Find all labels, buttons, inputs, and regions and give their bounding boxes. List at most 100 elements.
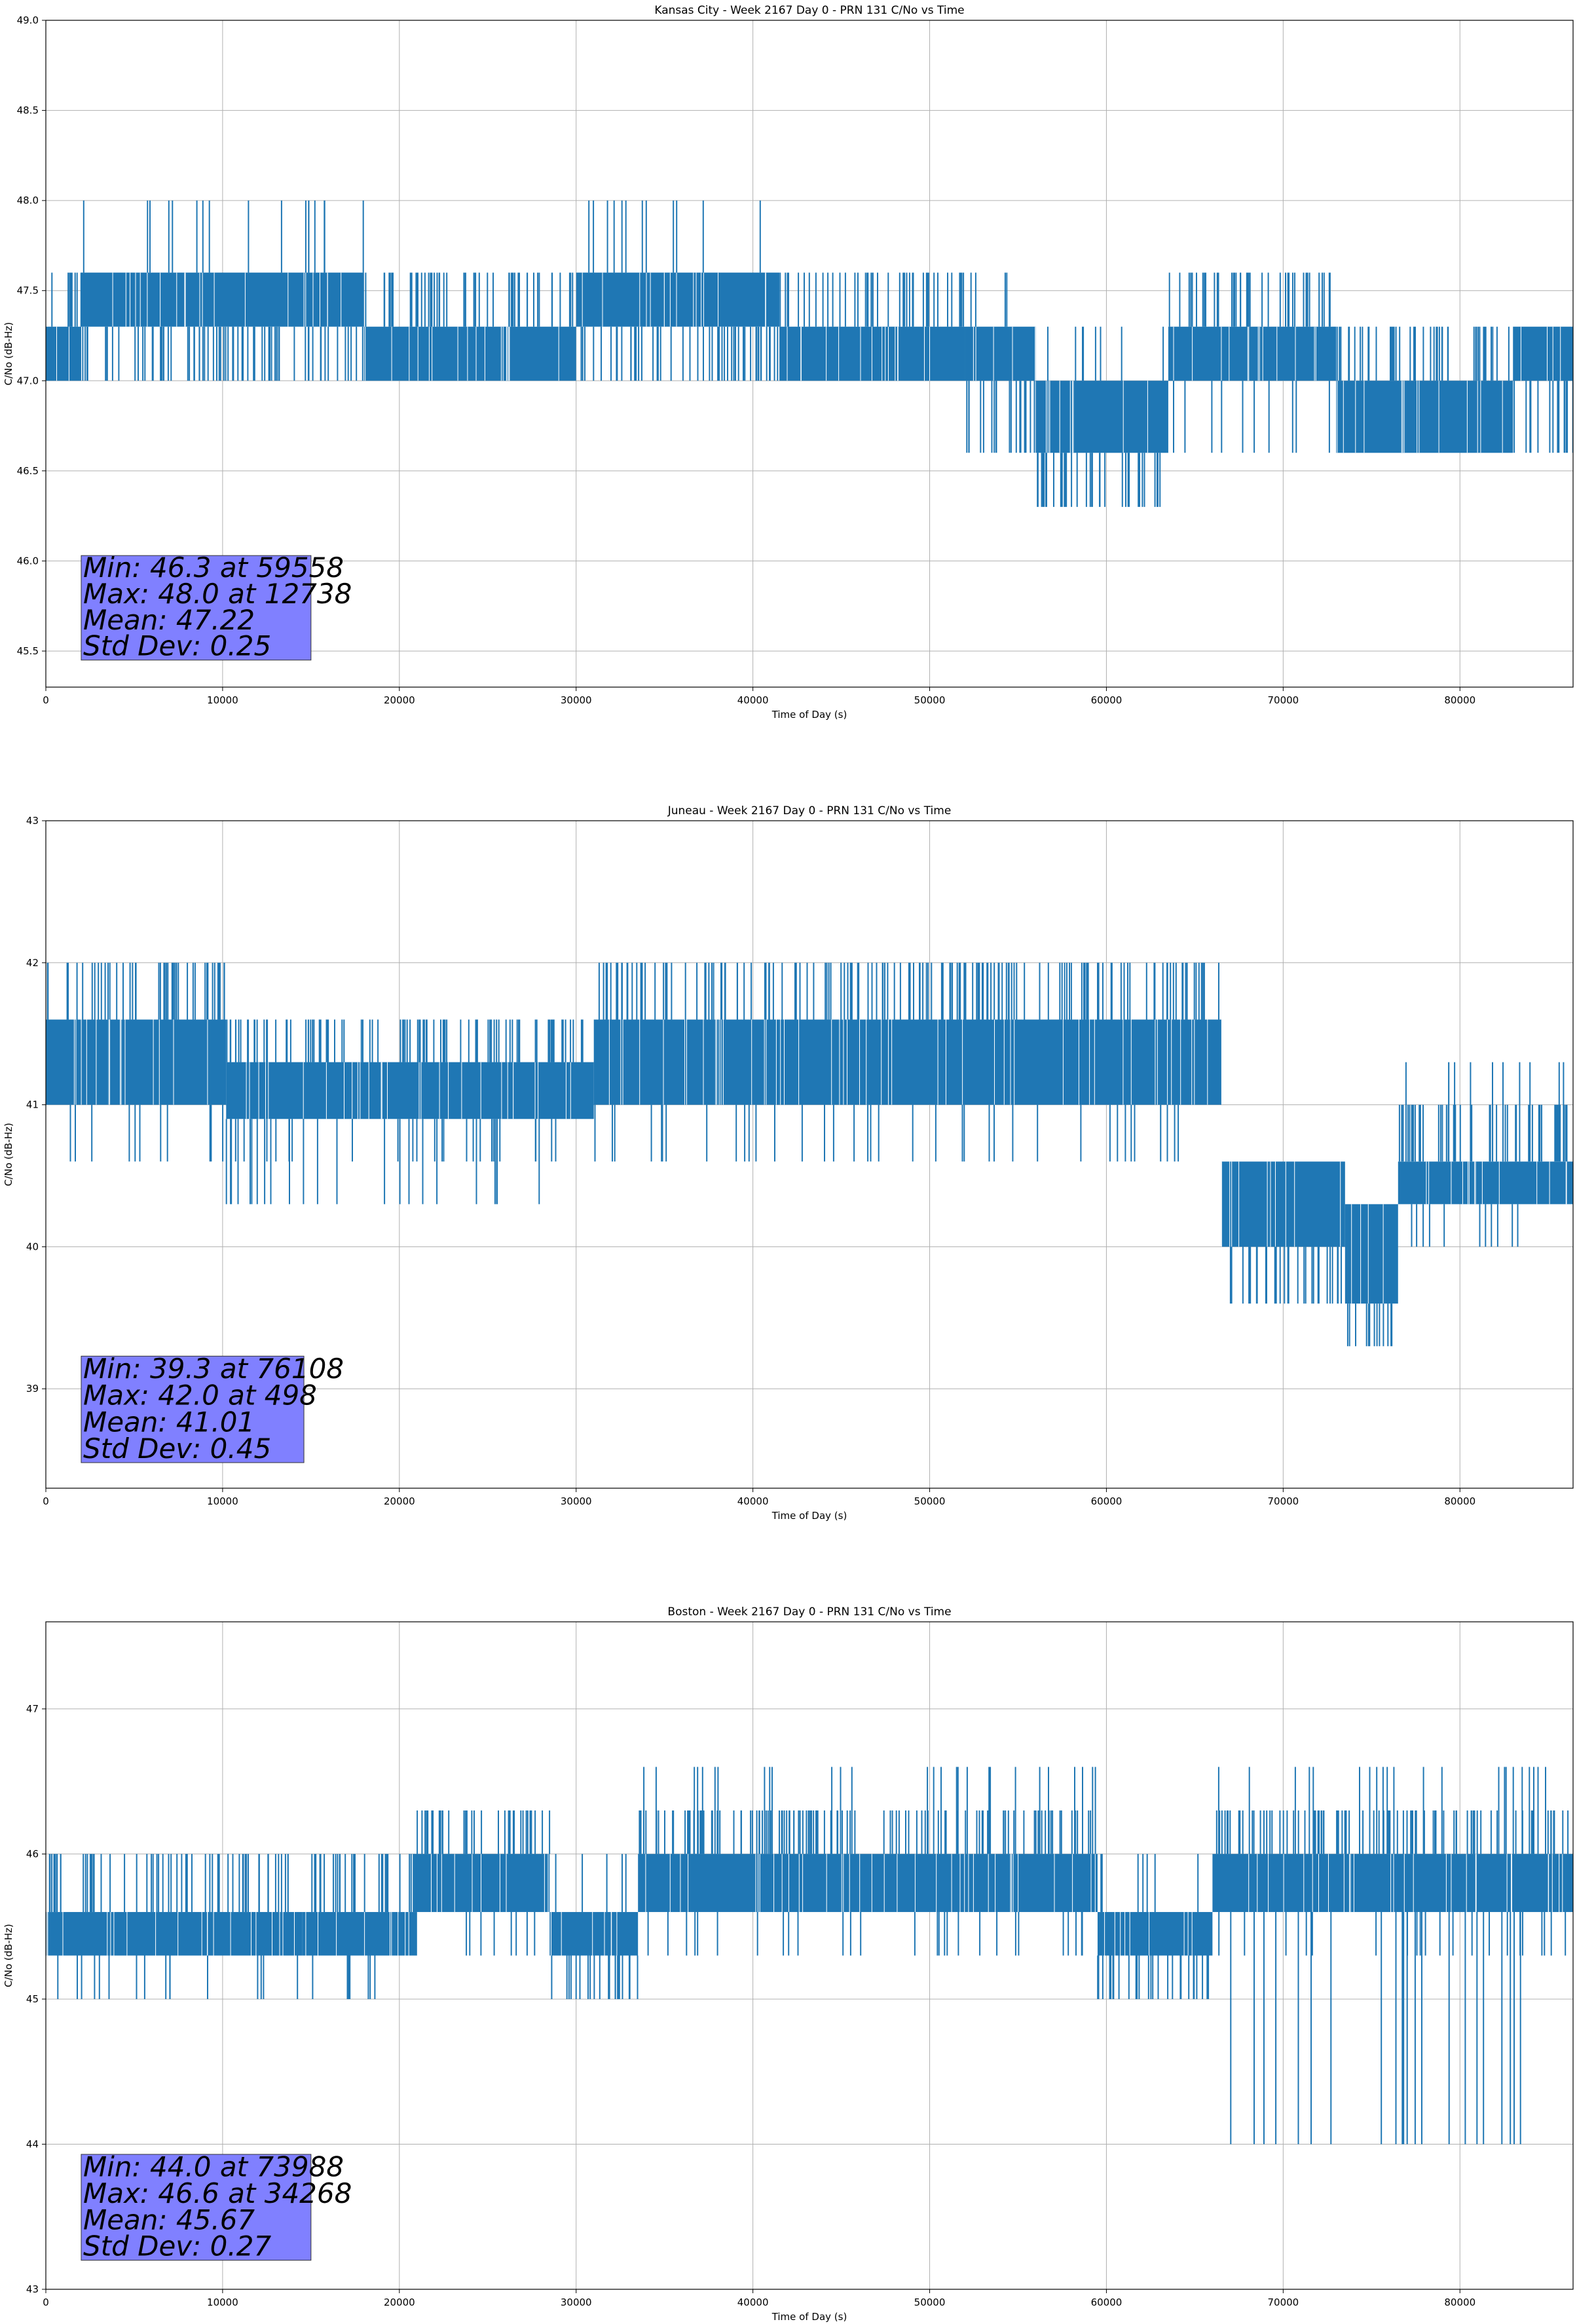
y-axis-label: C/No (dB-Hz): [3, 322, 14, 386]
chart-0: 0 10000 20000 30000 40000 50000 60000 70000 8000…: [3, 4, 1574, 721]
trace-band: [226, 1062, 594, 1119]
x-tick-label: 60000: [1091, 2296, 1122, 2308]
axes-frame: [45, 1621, 1574, 2290]
trace-segment: [302, 1854, 417, 1999]
trace-band: [46, 326, 81, 381]
trace-spikes: [1168, 272, 1331, 453]
trace-segment: [1168, 272, 1337, 453]
x-tick-label: 50000: [914, 694, 946, 706]
x-tick-label: 0: [43, 694, 49, 706]
trace-gaps: [246, 1062, 571, 1119]
trace-segment: [1345, 1204, 1398, 1347]
trace-gaps: [56, 326, 69, 381]
stat-max: Max: 42.0 at 498: [83, 1379, 317, 1412]
series-cno-trace: [46, 200, 1573, 507]
trace-spikes: [46, 962, 225, 1162]
trace-gaps: [1248, 1854, 1563, 1912]
trace-band: [965, 326, 1036, 381]
x-tick-label: 10000: [207, 1495, 238, 1507]
trace-band: [1336, 381, 1513, 453]
y-tick-label: 45: [26, 1993, 39, 2005]
stat-std-dev: Std Dev: 0.25: [83, 630, 271, 662]
y-tick-label: 41: [26, 1099, 39, 1111]
trace-gaps: [1426, 1161, 1567, 1205]
trace-segment: [81, 200, 364, 381]
trace-band: [1513, 326, 1573, 381]
y-tick-label: 39: [26, 1383, 39, 1395]
y-axis-label: C/No (dB-Hz): [3, 1123, 14, 1186]
x-tick-label: 20000: [384, 2296, 415, 2308]
chart-title: Juneau - Week 2167 Day 0 - PRN 131 C/No …: [667, 804, 952, 817]
trace-gaps: [112, 272, 342, 327]
trace-band: [417, 1854, 550, 1913]
trace-gaps: [787, 326, 930, 381]
x-tick-label: 70000: [1267, 2296, 1299, 2308]
trace-band: [1212, 1854, 1573, 1913]
x-axis-label: Time of Day (s): [771, 709, 847, 721]
y-tick-label: 45.5: [17, 645, 39, 657]
trace-segment: [225, 1019, 594, 1205]
x-tick-label: 60000: [1091, 1495, 1122, 1507]
stat-min: Min: 46.3 at 59558: [83, 552, 344, 584]
trace-segment: [1035, 326, 1168, 507]
trace-gaps: [973, 326, 1036, 381]
chart-title: Boston - Week 2167 Day 0 - PRN 131 C/No …: [667, 1605, 951, 1619]
trace-spikes: [551, 1854, 639, 1999]
trace-gaps: [46, 1912, 295, 1956]
stat-mean: Mean: 41.01: [83, 1406, 255, 1438]
y-tick-label: 49.0: [17, 14, 39, 26]
trace-spikes: [966, 272, 1035, 453]
trace-band: [1168, 326, 1337, 381]
y-tick-label: 44: [26, 2138, 39, 2150]
trace-segment: [1513, 326, 1573, 453]
trace-spikes: [1398, 1062, 1568, 1247]
y-tick-label: 47: [26, 1703, 39, 1715]
x-tick-label: 80000: [1444, 1495, 1475, 1507]
trace-band: [1398, 1161, 1573, 1205]
x-tick-label: 20000: [384, 1495, 415, 1507]
trace-segment: [1221, 1161, 1345, 1304]
trace-band: [1097, 1912, 1213, 1956]
trace-band: [46, 1912, 303, 1956]
trace-gaps: [1046, 381, 1148, 453]
y-axis-label: C/No (dB-Hz): [3, 1924, 14, 1987]
chart-title: Kansas City - Week 2167 Day 0 - PRN 131 …: [654, 4, 964, 17]
trace-band: [593, 1019, 1221, 1105]
y-tick-label: 48.5: [17, 105, 39, 117]
trace-gaps: [1520, 326, 1561, 381]
stat-min: Min: 39.3 at 76108: [83, 1353, 344, 1385]
trace-spikes: [51, 272, 82, 327]
series-cno-trace: [46, 962, 1573, 1347]
trace-spikes: [1037, 326, 1164, 507]
x-tick-label: 30000: [561, 1495, 592, 1507]
x-tick-label: 40000: [737, 1495, 769, 1507]
trace-segment: [779, 272, 965, 381]
x-tick-label: 70000: [1267, 694, 1299, 706]
trace-gaps: [305, 1912, 409, 1956]
trace-band: [576, 272, 780, 327]
x-tick-label: 30000: [561, 694, 592, 706]
stats-box-background: [81, 1355, 305, 1463]
trace-spikes: [82, 200, 364, 381]
trace-spikes: [1215, 1767, 1569, 2145]
y-tick-label: 42: [26, 957, 39, 969]
y-tick-label: 46.5: [17, 465, 39, 477]
trace-spikes: [594, 962, 1219, 1162]
trace-band: [1345, 1204, 1398, 1304]
trace-gaps: [551, 1912, 618, 1956]
axes-frame: [45, 820, 1574, 1489]
x-tick-label: 40000: [737, 2296, 769, 2308]
x-tick-label: 50000: [914, 2296, 946, 2308]
stat-max: Max: 46.6 at 34268: [83, 2177, 352, 2209]
trace-segment: [417, 1810, 551, 1956]
trace-segment: [1398, 1062, 1573, 1247]
trace-gaps: [608, 1019, 1208, 1105]
trace-band: [638, 1854, 1098, 1913]
trace-segment: [549, 1854, 639, 1999]
trace-spikes: [639, 1767, 1096, 1956]
trace-segment: [965, 272, 1036, 453]
trace-gaps: [1337, 381, 1503, 453]
trace-gaps: [1173, 326, 1316, 381]
trace-spikes: [311, 1854, 417, 1999]
